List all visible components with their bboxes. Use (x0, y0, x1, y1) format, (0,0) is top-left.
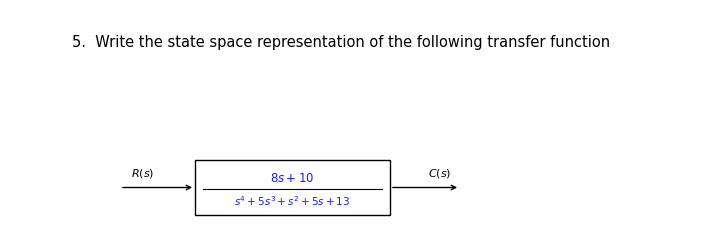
Text: $C(s)$: $C(s)$ (429, 167, 452, 180)
Text: $R(s)$: $R(s)$ (131, 167, 154, 180)
Bar (195, 160, 390, 215)
Text: $s^4 + 5s^3 + s^2 + 5s + 13$: $s^4 + 5s^3 + s^2 + 5s + 13$ (234, 194, 351, 208)
Text: 5.  Write the state space representation of the following transfer function: 5. Write the state space representation … (72, 35, 610, 50)
Text: $8s + 10$: $8s + 10$ (270, 172, 315, 185)
